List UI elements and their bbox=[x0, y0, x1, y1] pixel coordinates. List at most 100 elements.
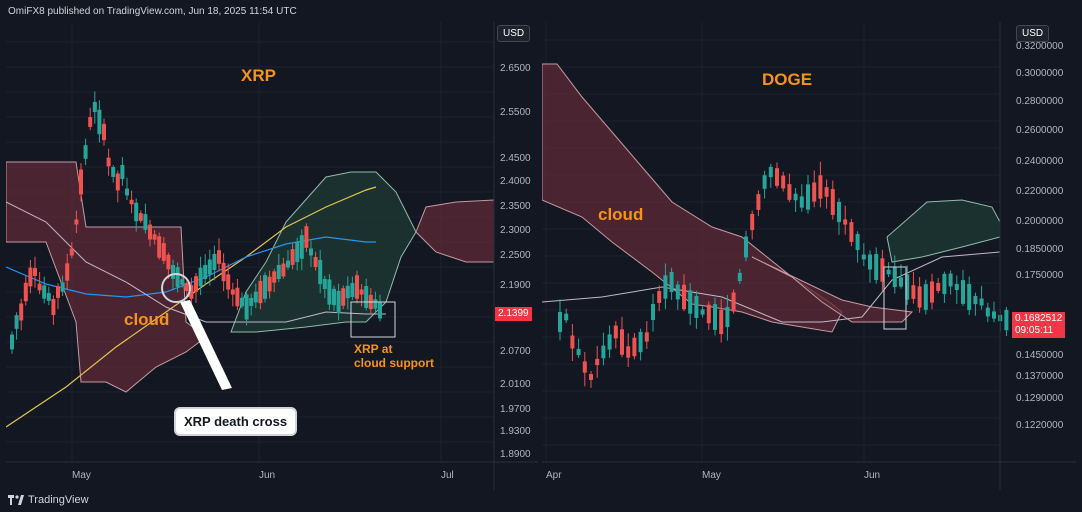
candle-body bbox=[700, 309, 705, 315]
candle-body bbox=[582, 361, 587, 373]
candle-body bbox=[688, 290, 693, 314]
candle-body bbox=[948, 273, 953, 287]
candle-body bbox=[930, 281, 934, 303]
candle-body bbox=[905, 274, 910, 300]
candle-body bbox=[613, 325, 618, 339]
candle-body bbox=[217, 250, 221, 264]
doge-cloud-label: cloud bbox=[598, 205, 644, 224]
candle-body bbox=[19, 303, 24, 321]
candle-body bbox=[638, 331, 643, 353]
price-tick: 2.6500 bbox=[500, 63, 531, 74]
candle-body bbox=[157, 236, 162, 258]
candle-body bbox=[111, 167, 116, 177]
xrp-currency-button[interactable]: USD bbox=[497, 25, 531, 42]
candle-body bbox=[830, 189, 835, 215]
time-tick: Jun bbox=[259, 470, 276, 481]
candle-body bbox=[558, 311, 562, 333]
candle-body bbox=[632, 337, 637, 357]
xrp-note-line2: cloud support bbox=[354, 356, 434, 370]
candle-body bbox=[345, 285, 350, 299]
price-tick: 0.3000000 bbox=[1016, 68, 1064, 79]
candle-body bbox=[768, 166, 773, 178]
candle-body bbox=[570, 335, 575, 349]
candle-body bbox=[276, 264, 281, 280]
tradingview-logo[interactable]: TradingView bbox=[8, 494, 89, 506]
candle-body bbox=[855, 233, 860, 251]
candle-body bbox=[120, 164, 125, 180]
candle-body bbox=[65, 263, 70, 281]
price-tick: 2.4000 bbox=[500, 176, 531, 187]
price-tick: 0.1850000 bbox=[1016, 244, 1064, 255]
candle-body bbox=[244, 294, 249, 320]
price-tick: 0.1220000 bbox=[1016, 420, 1064, 431]
candle-body bbox=[327, 279, 332, 305]
publisher-text: OmiFX8 published on TradingView.com, Jun… bbox=[8, 6, 297, 17]
candle-body bbox=[626, 346, 631, 358]
candle-body bbox=[762, 175, 767, 189]
candle-body bbox=[161, 243, 166, 261]
candle-body bbox=[180, 279, 185, 285]
candle-body bbox=[281, 263, 286, 277]
candle-body bbox=[286, 260, 290, 268]
candle-body bbox=[954, 283, 959, 291]
candle-body bbox=[917, 286, 922, 308]
candle-body bbox=[143, 214, 148, 230]
candle-body bbox=[899, 277, 903, 287]
candle-body bbox=[731, 292, 736, 312]
callout-pointer bbox=[180, 300, 232, 390]
candle-body bbox=[750, 213, 755, 231]
candle-body bbox=[824, 187, 829, 197]
candle-body bbox=[332, 288, 336, 306]
candle-body bbox=[10, 334, 14, 350]
candle-body bbox=[942, 273, 947, 295]
candle-body bbox=[134, 202, 139, 222]
candle-body bbox=[992, 311, 996, 319]
candle-body bbox=[812, 182, 817, 202]
breakdown-box bbox=[883, 266, 907, 330]
candle-body bbox=[92, 102, 97, 112]
doge-chart-canvas[interactable] bbox=[542, 22, 1076, 490]
candle-body bbox=[737, 272, 742, 282]
candle-body bbox=[171, 265, 175, 279]
price-tick: 2.4500 bbox=[500, 153, 531, 164]
death-cross-callout: XRP death cross bbox=[174, 407, 298, 436]
candle-body bbox=[880, 258, 885, 282]
candle-body bbox=[203, 264, 208, 280]
candle-body bbox=[28, 267, 33, 287]
candle-body bbox=[79, 169, 83, 195]
bottom-bar: TradingView bbox=[0, 490, 1082, 512]
xrp-chart-panel[interactable]: USD XRP cloud XRP at cloud support XRP d… bbox=[6, 22, 538, 490]
candle-body bbox=[620, 329, 624, 355]
candle-body bbox=[787, 184, 792, 200]
candle-body bbox=[595, 358, 600, 366]
candle-body bbox=[725, 306, 730, 328]
candle-body bbox=[230, 289, 235, 295]
candle-body bbox=[355, 275, 359, 299]
candle-body bbox=[299, 235, 304, 259]
xrp-chart-canvas[interactable] bbox=[6, 22, 538, 490]
price-tick: 0.2000000 bbox=[1016, 216, 1064, 227]
price-tick: 2.3500 bbox=[500, 201, 531, 212]
ichimoku-cloud bbox=[886, 199, 1001, 263]
candle-body bbox=[129, 199, 134, 205]
ichimoku-cloud bbox=[6, 161, 207, 393]
candle-body bbox=[364, 286, 369, 308]
candle-body bbox=[56, 286, 60, 298]
candle-body bbox=[359, 289, 364, 295]
price-tick: 0.2800000 bbox=[1016, 96, 1064, 107]
price-tick: 1.9300 bbox=[500, 426, 531, 437]
doge-chart-panel[interactable]: USD DOGE cloud 0.3200000 0.3000000 0.28000… bbox=[542, 22, 1076, 490]
candle-body bbox=[207, 259, 212, 275]
candle-body bbox=[818, 175, 823, 199]
candle-body bbox=[868, 254, 872, 270]
candle-body bbox=[985, 307, 990, 317]
candle-body bbox=[37, 283, 42, 291]
candle-body bbox=[295, 241, 300, 263]
ma-200-line bbox=[6, 186, 377, 428]
doge-currency-button[interactable]: USD bbox=[1016, 25, 1050, 42]
candle-body bbox=[601, 345, 606, 359]
candle-body bbox=[341, 288, 346, 306]
candle-body bbox=[651, 303, 655, 321]
candle-body bbox=[961, 280, 965, 304]
candle-body bbox=[83, 145, 88, 159]
